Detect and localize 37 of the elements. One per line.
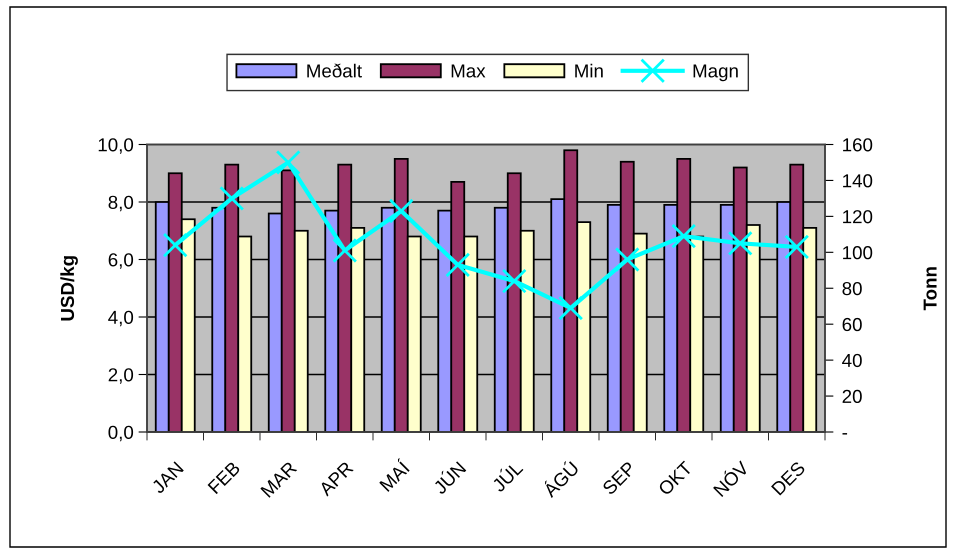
point: [558, 296, 584, 321]
y2-tick-label: 120: [843, 210, 872, 224]
y2-tick-label: 80: [842, 282, 862, 296]
legend-label: Min: [575, 64, 603, 78]
x-tick-label: FEB: [208, 460, 241, 494]
legend-label: Max: [452, 64, 486, 78]
point: [502, 268, 527, 294]
y-tick-label: 0,0: [108, 426, 134, 442]
y2-axis-title: Tonn: [924, 267, 937, 310]
point: [219, 186, 244, 211]
y2-tick-label: 60: [842, 318, 862, 332]
y2-tick-label: 20: [842, 390, 862, 404]
point: [614, 247, 640, 272]
y-tick-label: 10,0: [98, 138, 134, 154]
point: [276, 150, 301, 175]
point: [671, 224, 696, 249]
y-tick-label: 6,0: [108, 253, 134, 269]
point: [784, 234, 810, 260]
legend-label: Magn: [694, 64, 738, 82]
x-tick-label: JÚL: [488, 458, 524, 493]
y2-tick-label: 140: [843, 174, 872, 188]
y2-tick-label: 100: [843, 246, 872, 260]
legend-label: Meðalt: [307, 63, 362, 78]
point: [162, 232, 188, 258]
y2-tick-label: 160: [843, 138, 872, 152]
point: [445, 252, 470, 278]
x-tick-label: JAN: [150, 461, 184, 494]
y-tick-label: 8,0: [108, 196, 134, 212]
y-tick-label: 2,0: [108, 368, 134, 384]
y2-tick-label: 40: [842, 354, 862, 368]
point: [388, 198, 414, 224]
point: [728, 230, 753, 256]
y-axis-title: USD/kg: [60, 256, 78, 320]
y2-tick-label: -: [842, 433, 848, 435]
point: [332, 238, 358, 264]
y-tick-label: 4,0: [108, 310, 134, 326]
x-tick-label: SEP: [602, 460, 636, 496]
